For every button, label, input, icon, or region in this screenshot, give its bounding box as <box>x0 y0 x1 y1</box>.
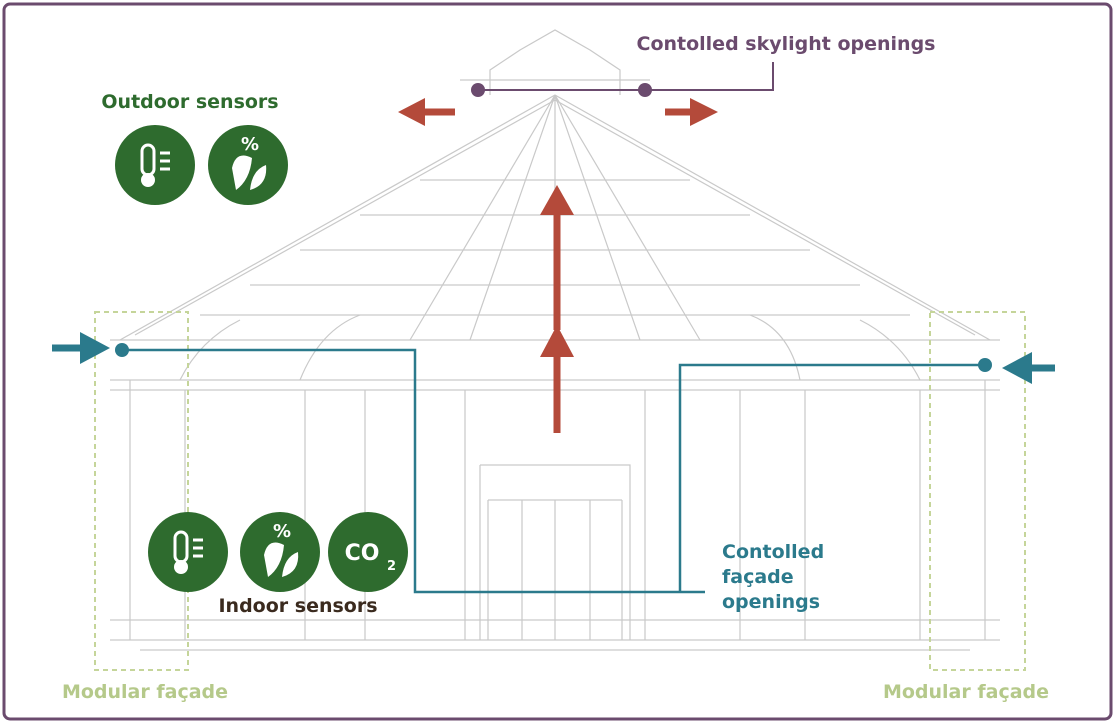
airflow-arrows <box>398 98 718 433</box>
facade-label: openings <box>722 591 820 613</box>
modular-box <box>929 311 1026 671</box>
thermometer-icon <box>148 512 228 592</box>
icon-text: % <box>273 521 291 542</box>
facade-label: façade <box>722 566 794 588</box>
modular-box <box>94 311 189 671</box>
icon-text: % <box>241 134 259 155</box>
humidity-icon: % <box>240 512 320 592</box>
indoor-label: Indoor sensors <box>218 595 377 617</box>
icon-text: 2 <box>387 559 396 574</box>
co2-icon: CO 2 <box>328 512 408 592</box>
icon-text: CO <box>345 541 380 566</box>
modular-label: Modular façade <box>62 681 228 703</box>
thermometer-icon <box>115 125 195 205</box>
skylight-label: Contolled skylight openings <box>637 33 936 55</box>
outdoor-label: Outdoor sensors <box>101 91 278 113</box>
skylight-leader <box>471 62 774 97</box>
modular-label: Modular façade <box>883 681 1049 703</box>
facade-label: Contolled <box>722 541 824 563</box>
inflow-arrows <box>52 332 1055 384</box>
humidity-icon: % <box>208 125 288 205</box>
facade-leader <box>115 343 992 594</box>
